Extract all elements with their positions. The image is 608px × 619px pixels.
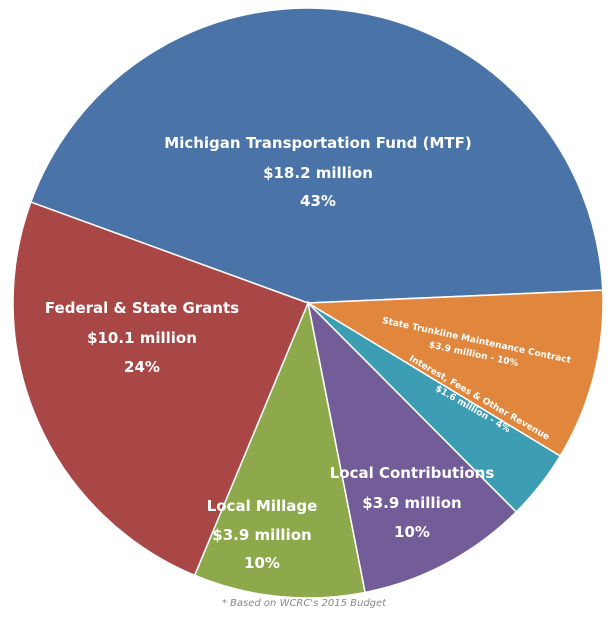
slice-label-millage-name: Local Millage bbox=[207, 497, 318, 515]
slice-label-mtf-value: $18.2 million bbox=[263, 164, 373, 182]
pie-slice-1 bbox=[305, 289, 604, 458]
slice-label-grants-name: Federal & State Grants bbox=[45, 299, 239, 317]
pie-slice-4 bbox=[193, 300, 366, 599]
slice-label-contrib-value: $3.9 million bbox=[362, 494, 461, 512]
pie-slices bbox=[12, 7, 604, 599]
slice-label-millage-value: $3.9 million bbox=[212, 526, 311, 544]
pie-slice-5 bbox=[12, 201, 309, 577]
slice-label-grants-percent: 24% bbox=[124, 358, 160, 376]
slice-label-grants-value: $10.1 million bbox=[87, 329, 197, 347]
slice-label-mtf-percent: 43% bbox=[300, 192, 336, 210]
slice-label-contrib-name: Local Contributions bbox=[330, 464, 495, 482]
chart-footnote: * Based on WCRC's 2015 Budget bbox=[221, 598, 387, 609]
pie-slice-0 bbox=[29, 7, 604, 304]
slice-label-contrib-percent: 10% bbox=[394, 523, 430, 541]
slice-label-mtf-name: Michigan Transportation Fund (MTF) bbox=[164, 134, 471, 152]
slice-label-millage-percent: 10% bbox=[244, 554, 280, 572]
pie-slice-3 bbox=[306, 300, 518, 594]
